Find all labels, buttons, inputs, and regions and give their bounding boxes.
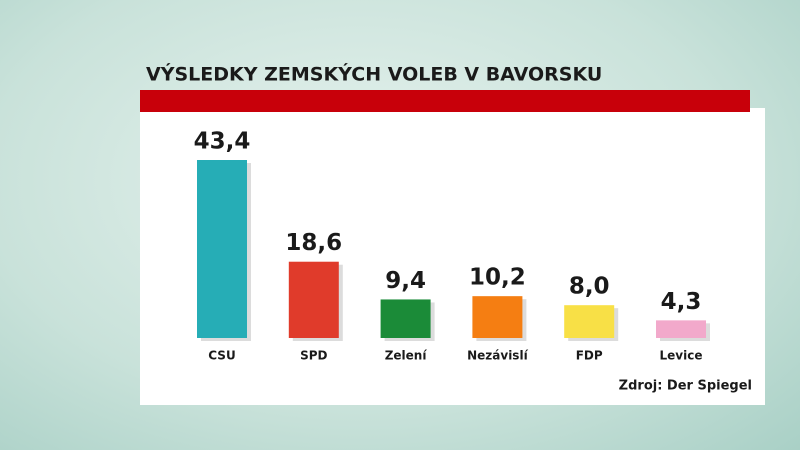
- x-tick-label: CSU: [208, 349, 235, 363]
- chart-title: VÝSLEDKY ZEMSKÝCH VOLEB V BAVORSKU: [146, 62, 602, 86]
- value-label: 43,4: [194, 129, 251, 155]
- bar: [656, 320, 706, 338]
- value-label: 8,0: [569, 274, 610, 300]
- x-tick-label: SPD: [300, 349, 327, 363]
- value-label: 10,2: [469, 265, 526, 291]
- value-label: 9,4: [385, 268, 426, 294]
- value-label: 4,3: [661, 289, 702, 315]
- bar: [472, 296, 523, 338]
- title-band: [140, 90, 750, 112]
- value-label: 18,6: [285, 230, 342, 256]
- x-tick-label: FDP: [576, 349, 603, 363]
- source-note: Zdroj: Der Spiegel: [619, 379, 752, 394]
- bar: [564, 305, 615, 338]
- x-tick-label: Zelení: [385, 349, 428, 363]
- bar: [380, 299, 431, 338]
- bar: [288, 261, 339, 338]
- x-tick-label: Levice: [660, 349, 703, 363]
- x-tick-label: Nezávislí: [467, 349, 528, 363]
- bar: [197, 160, 247, 338]
